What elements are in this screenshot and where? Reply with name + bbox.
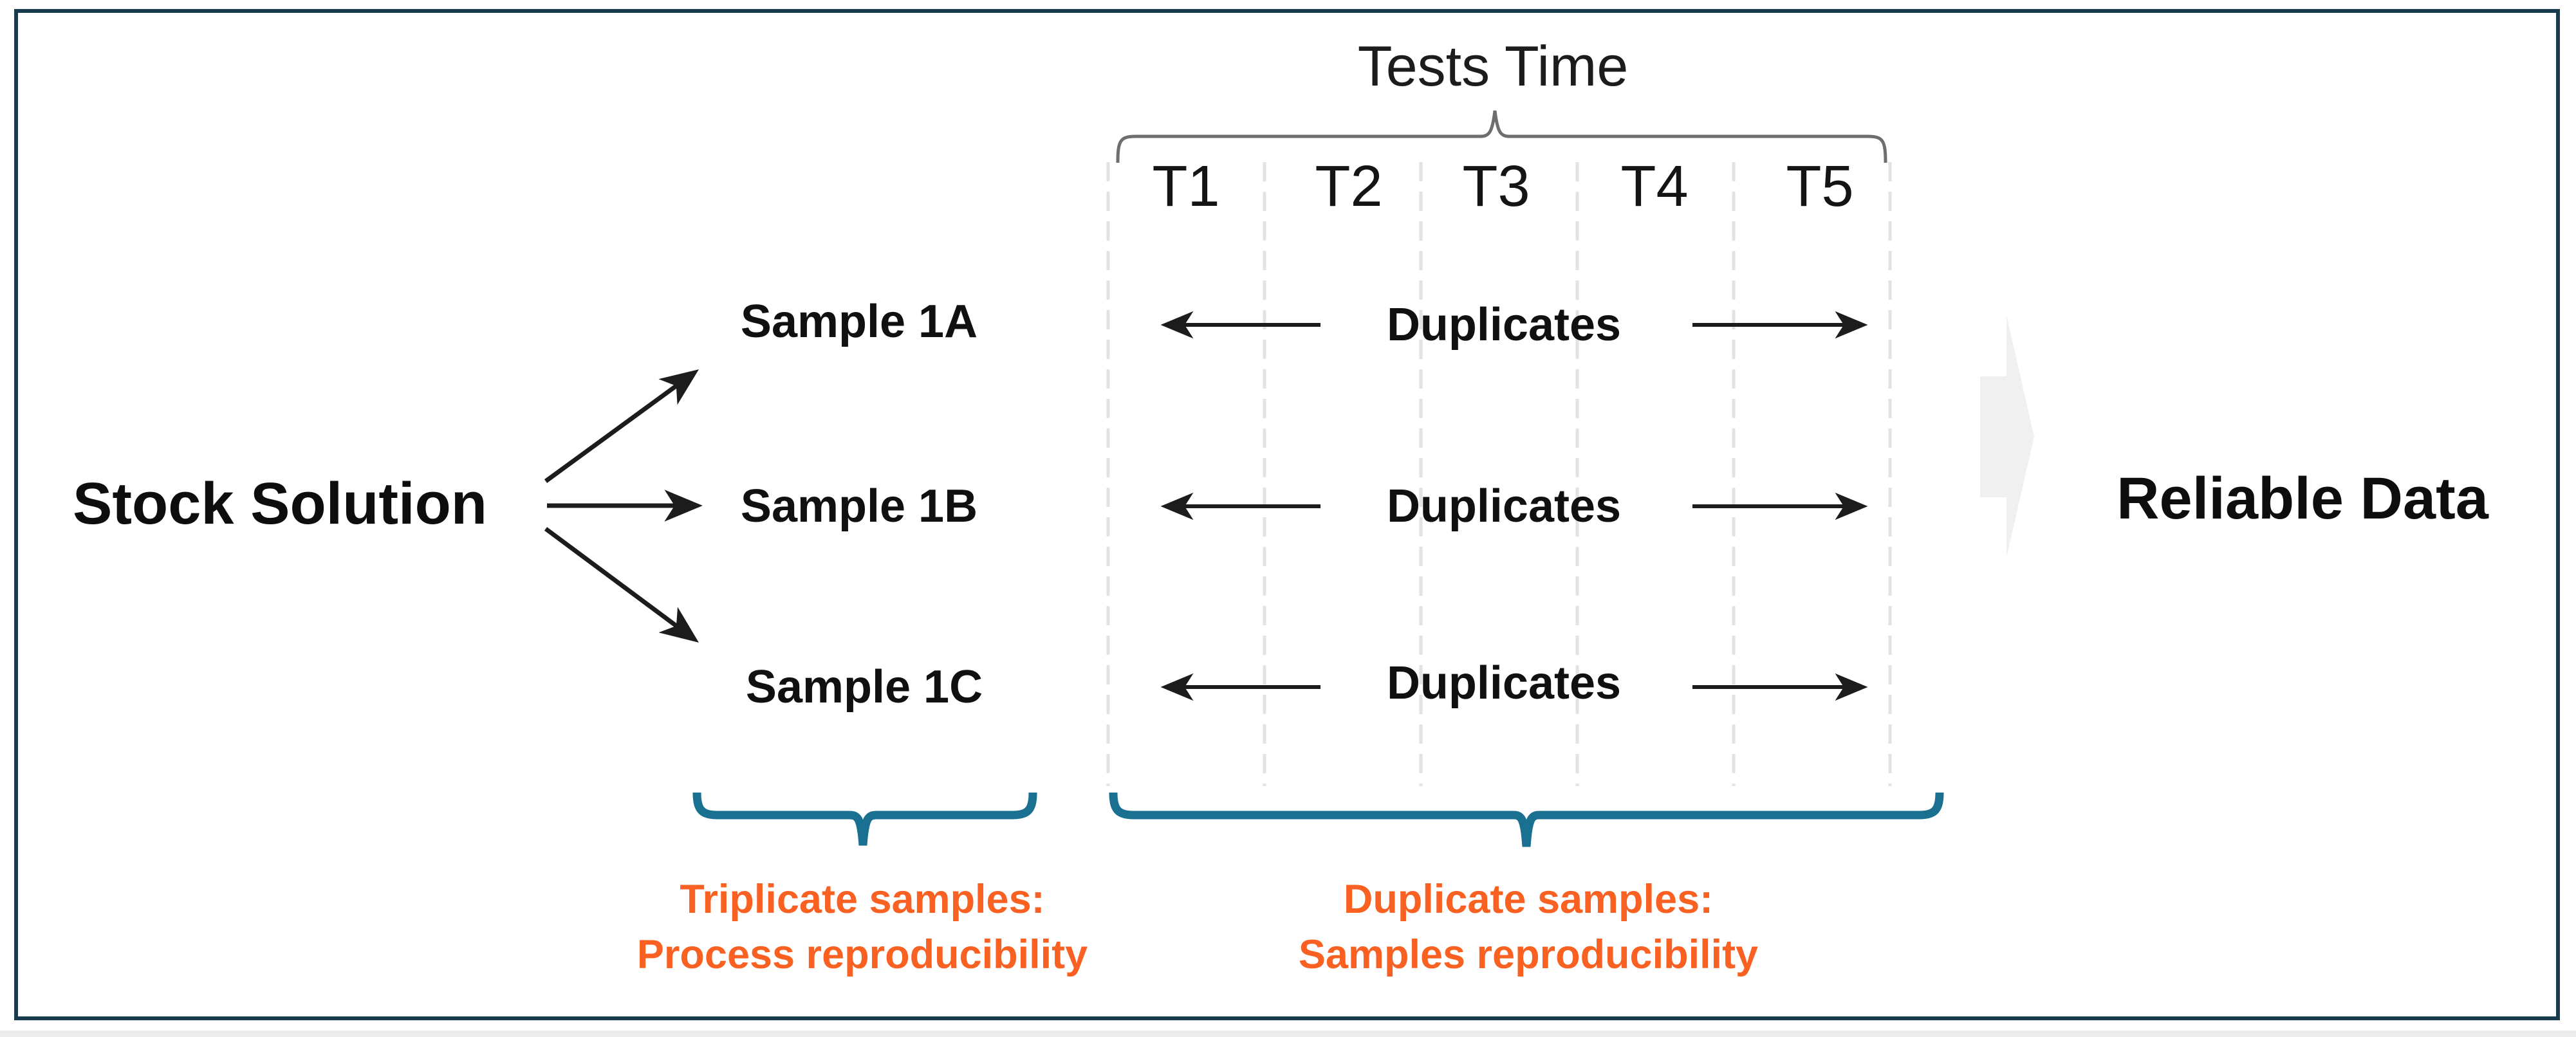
duplicate-caption-line2: Samples reproducibility [1298,932,1759,977]
reliable-data-node: Reliable Data [2117,466,2488,531]
triplicate-caption-line1: Triplicate samples: [680,877,1045,922]
fan-arrows [544,369,703,643]
duplicate-caption: Duplicate samples: Samples reproducibili… [1299,872,1758,982]
duplicates-label-row1: Duplicates [1386,299,1622,351]
time-point-t1: T1 [1152,154,1220,219]
duplicate-brace [1109,792,1944,847]
block-arrow-right-icon [1980,315,2034,557]
time-column-gridlines [1106,162,1892,786]
time-point-t3: T3 [1462,154,1530,219]
slide-frame [14,9,2560,1020]
duplicates-label-row3: Duplicates [1386,657,1622,709]
sample-1c-label: Sample 1C [745,661,983,713]
tests-time-bracket [1116,110,1887,163]
time-point-t4: T4 [1620,154,1689,219]
time-point-t5: T5 [1786,154,1854,219]
arrow-to-sample-1a-icon [544,369,700,483]
tests-time-title: Tests Time [1357,34,1629,98]
screenshot-bottom-strip [0,1031,2576,1037]
stock-solution-node: Stock Solution [73,471,487,537]
triplicate-caption: Triplicate samples: Process reproducibil… [637,872,1088,982]
duplicate-caption-line1: Duplicate samples: [1343,877,1714,922]
triplicate-caption-line2: Process reproducibility [636,932,1088,977]
sample-1a-label: Sample 1A [740,296,978,347]
sample-1b-label: Sample 1B [740,481,978,532]
triplicate-brace [692,792,1037,846]
arrow-to-sample-1c-icon [544,527,699,643]
duplicates-arrows [1160,311,1868,701]
time-point-t2: T2 [1315,154,1383,219]
duplicates-label-row2: Duplicates [1386,481,1622,532]
